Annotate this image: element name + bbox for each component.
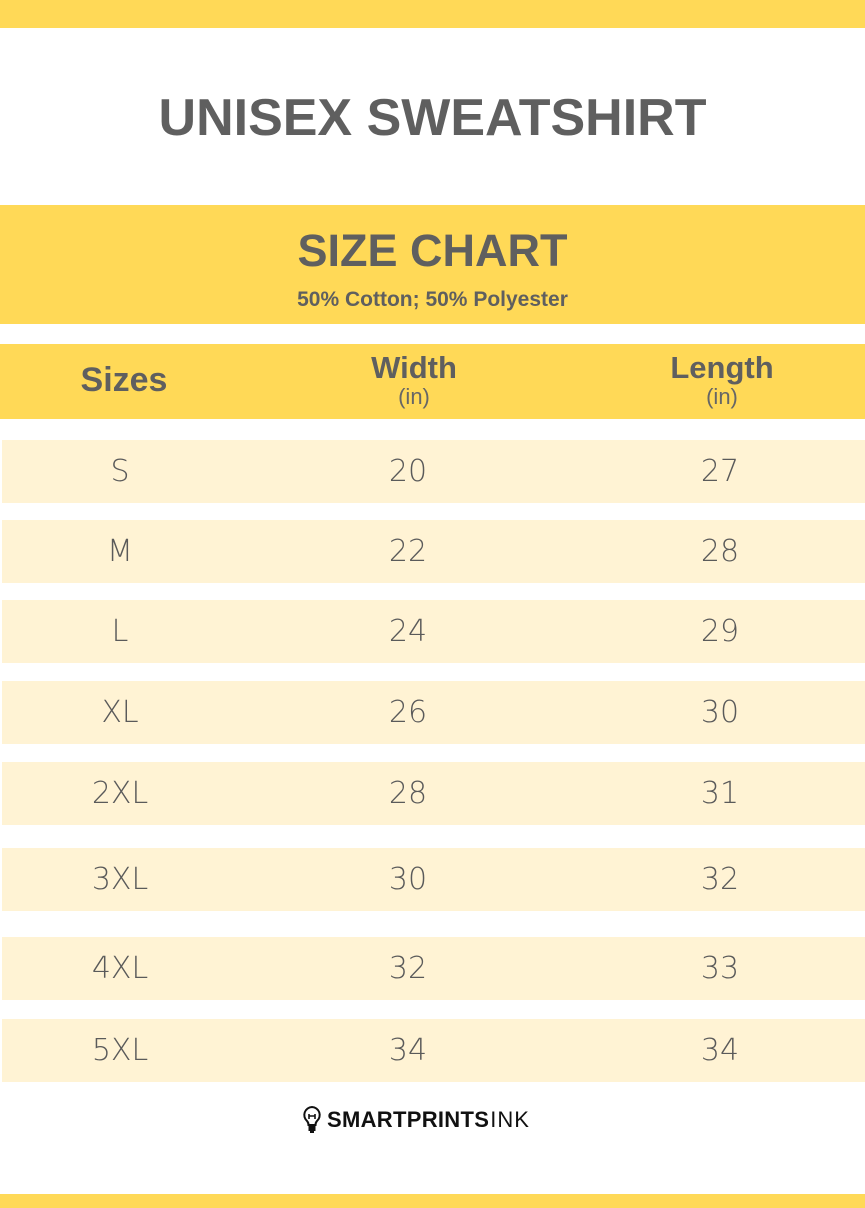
width-cell: 22	[388, 534, 428, 569]
size-cell: S	[110, 454, 130, 489]
length-cell: 27	[700, 454, 740, 489]
size-cell: 5XL	[91, 1033, 149, 1068]
width-cell: 28	[388, 776, 428, 811]
length-cell: 31	[700, 776, 740, 811]
width-cell: 24	[388, 614, 428, 649]
length-cell: 34	[700, 1033, 740, 1068]
width-cell: 20	[388, 454, 428, 489]
lightbulb-icon	[303, 1105, 321, 1133]
width-cell: 34	[388, 1033, 428, 1068]
banner-subheading: 50% Cotton; 50% Polyester	[297, 288, 568, 311]
table-row: 3XL 30 32	[2, 848, 865, 911]
header-length: Length (in)	[670, 350, 774, 409]
size-cell: 2XL	[91, 776, 149, 811]
smartprints-logo: SMARTPRINTS INK	[302, 1104, 530, 1136]
logo-text-light: INK	[490, 1107, 530, 1132]
table-row: 5XL 34 34	[2, 1019, 865, 1082]
size-chart-banner: SIZE CHART 50% Cotton; 50% Polyester	[0, 205, 865, 324]
top-accent-bar	[0, 0, 865, 28]
table-row: S 20 27	[2, 440, 865, 503]
table-row: M 22 28	[2, 520, 865, 583]
banner-heading: SIZE CHART	[297, 225, 568, 276]
page-title: UNISEX SWEATSHIRT	[158, 89, 707, 147]
table-row: XL 26 30	[2, 681, 865, 744]
header-sizes: Sizes	[80, 361, 168, 399]
size-cell: XL	[101, 695, 139, 730]
length-cell: 29	[700, 614, 740, 649]
width-cell: 30	[388, 862, 428, 897]
length-cell: 30	[700, 695, 740, 730]
length-cell: 28	[700, 534, 740, 569]
logo-text-bold: SMARTPRINTS	[327, 1107, 490, 1132]
size-cell: L	[111, 614, 129, 649]
bottom-accent-bar	[0, 1194, 865, 1208]
width-cell: 32	[388, 951, 428, 986]
table-row: 2XL 28 31	[2, 762, 865, 825]
header-width: Width (in)	[371, 350, 457, 409]
length-cell: 33	[700, 951, 740, 986]
table-row: 4XL 32 33	[2, 937, 865, 1000]
size-cell: 3XL	[91, 862, 149, 897]
length-cell: 32	[700, 862, 740, 897]
size-cell: 4XL	[91, 951, 149, 986]
table-row: L 24 29	[2, 600, 865, 663]
width-cell: 26	[388, 695, 428, 730]
size-cell: M	[107, 534, 133, 569]
table-header: Sizes Width (in) Length (in)	[0, 344, 865, 419]
